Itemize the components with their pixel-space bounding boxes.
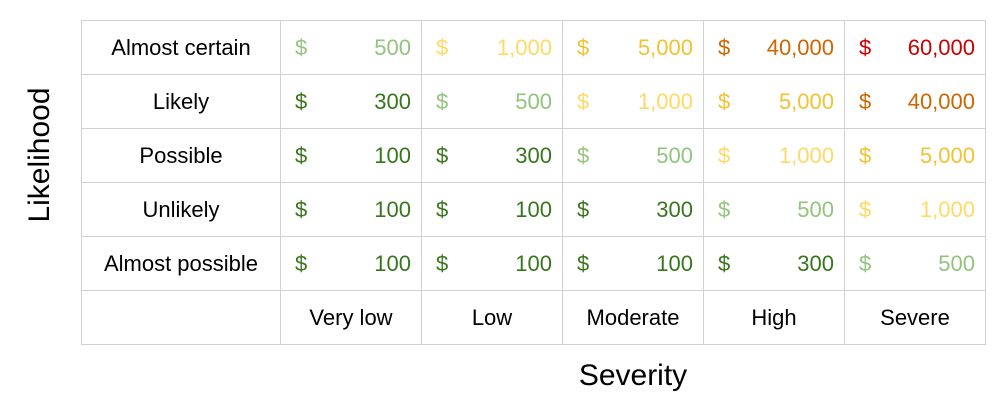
currency-symbol: $ [295,196,308,222]
table-cell: $5,000 [844,128,986,183]
currency-symbol: $ [295,34,308,60]
currency-symbol: $ [577,34,590,60]
column-label: High [703,290,845,345]
table-cell: $500 [844,236,986,291]
y-axis-label: Likelihood [23,87,56,223]
table-cell: $100 [421,182,563,237]
cell-value: 40,000 [907,88,975,114]
table-cell: $500 [421,74,563,129]
table-row: Possible $100 $300 $500 $1,000 $5,000 [81,128,986,183]
table-cell: $500 [280,20,422,75]
cell-value: 100 [374,250,411,276]
cell-value: 60,000 [907,34,975,60]
cell-value: 1,000 [496,34,552,60]
cell-value: 300 [374,88,411,114]
row-label: Likely [81,74,281,129]
currency-symbol: $ [295,142,308,168]
cell-value: 1,000 [778,142,834,168]
currency-symbol: $ [295,88,308,114]
table-cell: $5,000 [703,74,845,129]
table-cell: $40,000 [844,74,986,129]
column-header-row: Very low Low Moderate High Severe [81,290,986,345]
table-cell: $500 [562,128,704,183]
table-cell: $1,000 [703,128,845,183]
cell-value: 100 [656,250,693,276]
table-cell: $300 [703,236,845,291]
currency-symbol: $ [859,88,872,114]
currency-symbol: $ [859,34,872,60]
currency-symbol: $ [718,88,731,114]
table-row: Unlikely $100 $100 $300 $500 $1,000 [81,182,986,237]
currency-symbol: $ [859,196,872,222]
cell-value: 300 [656,196,693,222]
cell-value: 100 [515,250,552,276]
currency-symbol: $ [859,250,872,276]
column-label: Severe [844,290,986,345]
table-cell: $1,000 [844,182,986,237]
cell-value: 500 [938,250,975,276]
cell-value: 100 [515,196,552,222]
row-label: Unlikely [81,182,281,237]
table-cell: $300 [421,128,563,183]
table-cell: $300 [280,74,422,129]
row-label: Almost possible [81,236,281,291]
currency-symbol: $ [436,142,449,168]
row-label: Possible [81,128,281,183]
currency-symbol: $ [718,196,731,222]
corner-cell [81,290,281,345]
cell-value: 5,000 [919,142,975,168]
table-cell: $100 [280,128,422,183]
table-row: Likely $300 $500 $1,000 $5,000 $40,000 [81,74,986,129]
cell-value: 1,000 [637,88,693,114]
cell-value: 5,000 [778,88,834,114]
table-cell: $100 [280,182,422,237]
risk-matrix-table: Almost certain $500 $1,000 $5,000 $40,000 $60… [81,20,986,345]
cell-value: 100 [374,196,411,222]
currency-symbol: $ [436,34,449,60]
cell-value: 40,000 [766,34,834,60]
currency-symbol: $ [718,142,731,168]
table-cell: $1,000 [421,20,563,75]
table-cell: $100 [421,236,563,291]
table-cell: $300 [562,182,704,237]
table-row: Almost possible $100 $100 $100 $300 $500 [81,236,986,291]
x-axis-label: Severity [578,359,688,392]
currency-symbol: $ [577,142,590,168]
cell-value: 500 [656,142,693,168]
column-label: Very low [280,290,422,345]
table-cell: $1,000 [562,74,704,129]
currency-symbol: $ [577,196,590,222]
row-label: Almost certain [81,20,281,75]
column-label: Moderate [562,290,704,345]
cell-value: 5,000 [637,34,693,60]
table-row: Almost certain $500 $1,000 $5,000 $40,000 $60… [81,20,986,75]
cell-value: 500 [797,196,834,222]
table-cell: $40,000 [703,20,845,75]
currency-symbol: $ [436,88,449,114]
table-cell: $60,000 [844,20,986,75]
currency-symbol: $ [577,88,590,114]
currency-symbol: $ [436,196,449,222]
cell-value: 500 [515,88,552,114]
table-cell: $100 [280,236,422,291]
column-label: Low [421,290,563,345]
table-cell: $5,000 [562,20,704,75]
currency-symbol: $ [859,142,872,168]
cell-value: 300 [797,250,834,276]
cell-value: 500 [374,34,411,60]
currency-symbol: $ [718,34,731,60]
table-cell: $100 [562,236,704,291]
table-cell: $500 [703,182,845,237]
cell-value: 100 [374,142,411,168]
currency-symbol: $ [577,250,590,276]
cell-value: 300 [515,142,552,168]
currency-symbol: $ [436,250,449,276]
cell-value: 1,000 [919,196,975,222]
currency-symbol: $ [295,250,308,276]
currency-symbol: $ [718,250,731,276]
